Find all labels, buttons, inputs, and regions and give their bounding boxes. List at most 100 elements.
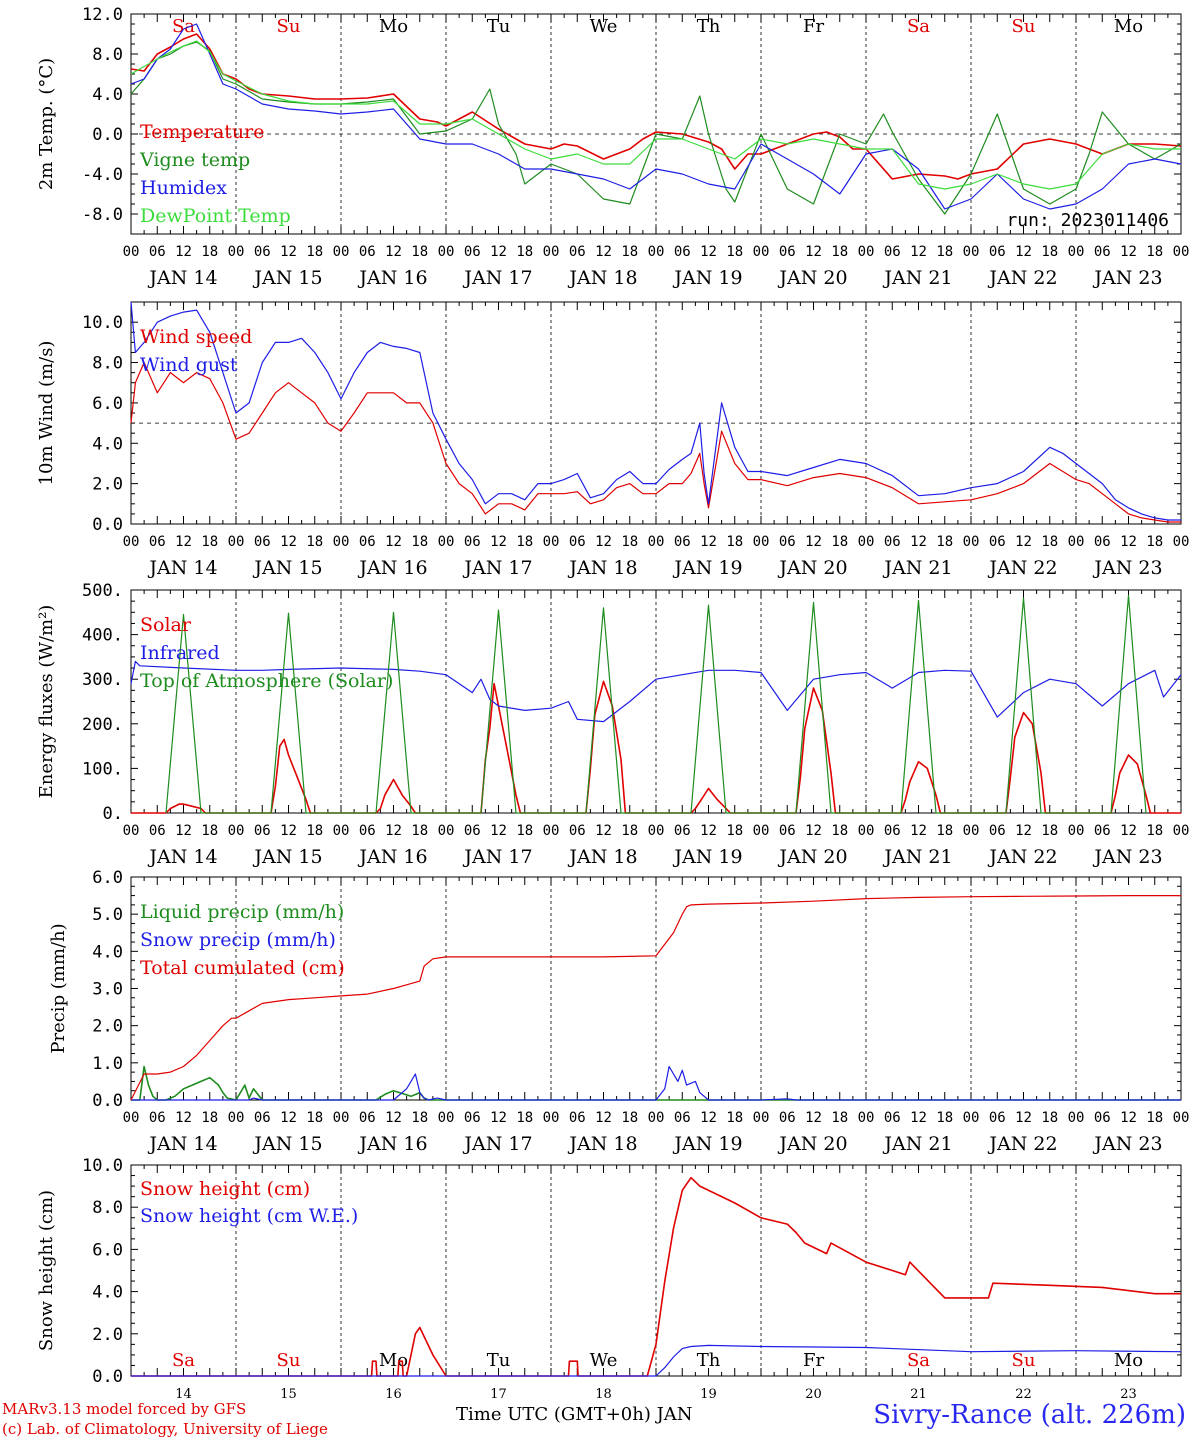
y-tick-label: -4.0 [82, 165, 123, 185]
series-line [130, 33, 1182, 180]
hour-tick-label: 00 [858, 823, 875, 839]
hour-tick-label: 12 [910, 534, 927, 550]
panel-3: 0. 100. 200. 300. 400. 500. Energy fluxes (W/m… [36, 581, 1189, 868]
y-tick-label: 8.0 [92, 45, 123, 65]
hour-tick-label: 12 [1120, 823, 1137, 839]
hour-tick-label: 18 [726, 244, 743, 260]
hour-tick-label: 00 [438, 1110, 455, 1126]
hour-tick-label: 12 [280, 534, 297, 550]
hour-tick-label: 06 [254, 244, 271, 260]
hour-tick-label: 00 [1068, 534, 1085, 550]
hour-tick-label: 12 [1015, 1110, 1032, 1126]
hour-tick-label: 00 [963, 823, 980, 839]
hour-tick-label: 06 [359, 534, 376, 550]
hour-tick-label: 00 [1068, 244, 1085, 260]
hour-tick-label: 06 [884, 823, 901, 839]
weekday-label: Su [277, 1350, 301, 1371]
hour-tick-label: 18 [201, 1110, 218, 1126]
hour-tick-label: 00 [753, 1110, 770, 1126]
hour-tick-label: 00 [123, 1110, 140, 1126]
day-number-label: 14 [175, 1387, 192, 1402]
date-label: JAN 20 [777, 1133, 847, 1155]
hour-tick-label: 00 [333, 534, 350, 550]
date-label: JAN 14 [147, 1133, 217, 1155]
weekday-label: Mo [1114, 16, 1143, 37]
weekday-label: Sa [907, 16, 930, 37]
station-name: Sivry-Rance (alt. 226m) [873, 1400, 1186, 1430]
model-credit: MARv3.13 model forced by GFS [2, 1400, 247, 1418]
panel-5: 0.0 2.0 4.0 6.0 8.0 10.0 Snow height (cm) 14 15 1… [36, 1156, 1182, 1402]
hour-tick-label: 00 [963, 1110, 980, 1126]
hour-tick-label: 06 [149, 1110, 166, 1126]
y-tick-label: 0.0 [92, 125, 123, 145]
hour-tick-label: 18 [306, 823, 323, 839]
weekday-label: Th [697, 1350, 721, 1371]
y-tick-label: 6.0 [92, 394, 123, 414]
hour-tick-label: 06 [569, 244, 586, 260]
hour-tick-label: 00 [753, 534, 770, 550]
day-number-label: 18 [595, 1387, 612, 1402]
y-tick-label: 2.0 [92, 1325, 123, 1345]
legend-entry: Top of Atmosphere (Solar) [140, 670, 393, 692]
date-label: JAN 15 [252, 846, 322, 868]
date-label: JAN 19 [672, 557, 742, 579]
hour-tick-label: 00 [543, 534, 560, 550]
hour-tick-label: 06 [149, 244, 166, 260]
date-label: JAN 21 [882, 846, 952, 868]
legend-entry: DewPoint Temp [140, 205, 291, 227]
hour-tick-label: 12 [910, 1110, 927, 1126]
legend-entry: Vigne temp [139, 149, 250, 171]
hour-tick-label: 00 [858, 534, 875, 550]
hour-tick-label: 18 [201, 823, 218, 839]
hour-tick-label: 18 [831, 534, 848, 550]
series-line [130, 23, 1182, 210]
hour-tick-label: 00 [1173, 534, 1190, 550]
series-line [130, 894, 1181, 1101]
hour-tick-label: 00 [648, 823, 665, 839]
hour-tick-label: 06 [464, 244, 481, 260]
hour-tick-label: 12 [805, 244, 822, 260]
y-tick-label: 1.0 [92, 1054, 123, 1074]
lab-credit: (c) Lab. of Climatology, University of L… [2, 1420, 328, 1438]
hour-tick-label: 00 [543, 1110, 560, 1126]
date-label: JAN 21 [882, 1133, 952, 1155]
y-tick-label: 100. [82, 759, 123, 779]
hour-tick-label: 12 [490, 823, 507, 839]
date-label: JAN 18 [567, 267, 637, 289]
day-number-label: 17 [490, 1387, 507, 1402]
y-tick-label: 12.0 [82, 5, 123, 25]
y-tick-label: 4.0 [92, 1283, 123, 1303]
y-tick-label: -8.0 [82, 205, 123, 225]
hour-tick-label: 18 [516, 534, 533, 550]
panel-4: 0.0 1.0 2.0 3.0 4.0 5.0 6.0 Precip (mm/h) 00 06 12… [48, 868, 1189, 1155]
hour-tick-label: 18 [831, 1110, 848, 1126]
date-label: JAN 17 [462, 1133, 532, 1155]
weekday-label: We [590, 16, 618, 37]
hour-tick-label: 06 [989, 1110, 1006, 1126]
hour-tick-label: 00 [858, 244, 875, 260]
hour-tick-label: 12 [595, 534, 612, 550]
day-number-label: 20 [805, 1387, 822, 1402]
hour-tick-label: 00 [1068, 823, 1085, 839]
y-tick-label: 4.0 [92, 85, 123, 105]
hour-tick-label: 06 [254, 1110, 271, 1126]
series-line [130, 361, 1181, 523]
hour-tick-label: 12 [1015, 823, 1032, 839]
hour-tick-label: 00 [123, 823, 140, 839]
hour-tick-label: 00 [648, 534, 665, 550]
legend-entry: Wind gust [140, 354, 238, 376]
y-tick-label: 8.0 [92, 1198, 123, 1218]
legend-entry: Snow precip (mm/h) [140, 929, 336, 951]
y-axis-label: 10m Wind (m/s) [36, 341, 57, 486]
y-tick-label: 6.0 [92, 868, 123, 888]
y-tick-label: 300. [82, 670, 123, 690]
date-label: JAN 17 [462, 557, 532, 579]
hour-tick-label: 06 [1094, 1110, 1111, 1126]
hour-tick-label: 18 [621, 534, 638, 550]
hour-tick-label: 18 [1146, 534, 1163, 550]
weekday-label: Fr [803, 1350, 824, 1371]
date-label: JAN 15 [252, 267, 322, 289]
y-axis-label: Snow height (cm) [36, 1190, 57, 1351]
hour-tick-label: 18 [936, 534, 953, 550]
series-line [165, 594, 1147, 814]
